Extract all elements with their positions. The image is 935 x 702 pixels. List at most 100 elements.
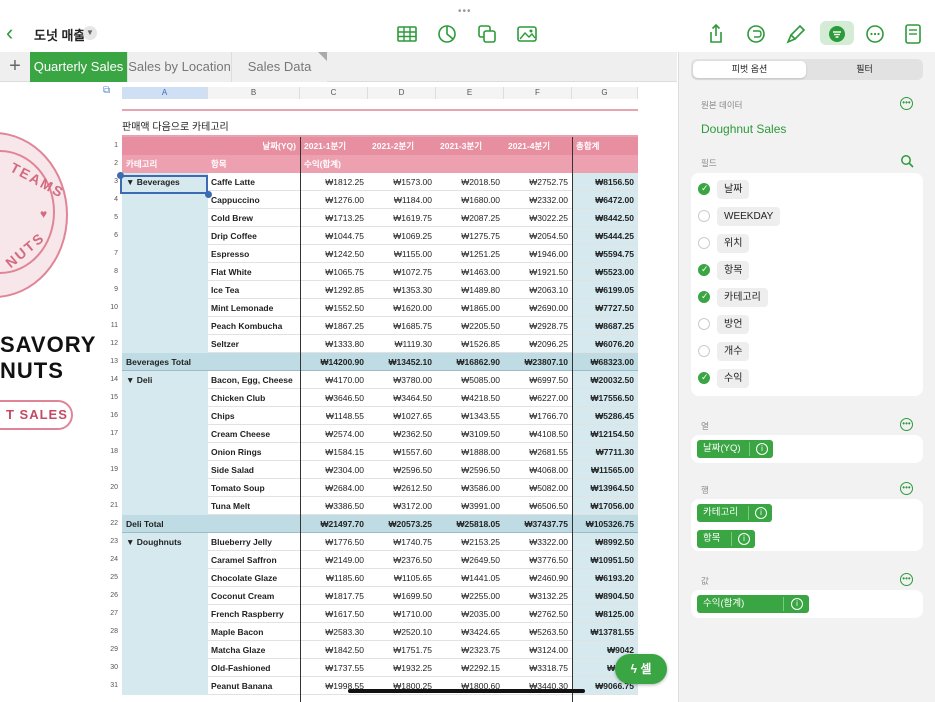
table-cell[interactable]: ₩1946.00 [504, 245, 572, 263]
selection-handle[interactable] [205, 191, 212, 198]
table-cell[interactable]: ₩4108.50 [504, 425, 572, 443]
table-cell[interactable]: ₩3172.00 [368, 497, 436, 515]
column-header-e[interactable]: E [436, 87, 504, 99]
table-cell[interactable]: Coconut Cream [208, 587, 300, 605]
table-cell[interactable]: Maple Bacon [208, 623, 300, 641]
table-cell[interactable] [122, 497, 208, 515]
table-cell[interactable]: ₩1148.55 [300, 407, 368, 425]
table-cell[interactable] [122, 587, 208, 605]
row-number[interactable]: 25 [110, 574, 118, 581]
table-cell[interactable] [122, 569, 208, 587]
selected-cell[interactable] [120, 175, 208, 194]
row-number[interactable]: 16 [110, 412, 118, 419]
header-cell-revenue-sum[interactable]: 수익(합계) [304, 159, 341, 169]
row-number[interactable]: 28 [110, 628, 118, 635]
table-cell[interactable]: ₩6227.00 [504, 389, 572, 407]
table-cell[interactable]: ₩6199.05 [572, 281, 638, 299]
info-icon[interactable]: i [738, 533, 750, 545]
table-cell[interactable]: Chicken Club [208, 389, 300, 407]
header-cell[interactable] [122, 137, 208, 155]
table-cell[interactable] [122, 605, 208, 623]
table-cell[interactable]: ₩2520.10 [368, 623, 436, 641]
table-cell[interactable]: ₩5263.50 [504, 623, 572, 641]
table-cell[interactable]: ₩1888.00 [436, 443, 504, 461]
table-cell[interactable]: ₩3424.65 [436, 623, 504, 641]
row-number[interactable]: 1 [114, 142, 118, 149]
table-cell[interactable]: Chips [208, 407, 300, 425]
table-cell[interactable] [122, 281, 208, 299]
checkbox[interactable] [698, 318, 710, 330]
shapes-icon[interactable] [476, 23, 498, 45]
table-cell[interactable]: ₩5082.00 [504, 479, 572, 497]
table-cell[interactable] [122, 407, 208, 425]
table-cell[interactable]: Peach Kombucha [208, 317, 300, 335]
field-item[interactable]: 위치 [691, 230, 923, 257]
table-cell[interactable]: ₩20032.50 [572, 371, 638, 389]
row-number[interactable]: 23 [110, 538, 118, 545]
column-field-pill[interactable]: 날짜(YQ) i [697, 440, 773, 458]
row-number[interactable]: 10 [110, 304, 118, 311]
table-cell[interactable]: ₩2762.50 [504, 605, 572, 623]
table-cell[interactable] [122, 227, 208, 245]
info-icon[interactable]: i [756, 443, 768, 455]
table-cell[interactable]: ₩2018.50 [436, 173, 504, 191]
row-number[interactable]: 14 [110, 376, 118, 383]
table-cell[interactable]: ₩1800.25 [368, 677, 436, 695]
table-cell[interactable]: Tomato Soup [208, 479, 300, 497]
table-cell[interactable]: ₩1685.75 [368, 317, 436, 335]
field-item[interactable]: 카테고리 [691, 284, 923, 311]
table-cell[interactable] [122, 677, 208, 695]
table-cell[interactable]: ₩2649.50 [436, 551, 504, 569]
header-cell-q3[interactable]: 2021-3분기 [440, 141, 483, 151]
table-cell[interactable] [208, 515, 300, 533]
table-cell[interactable]: ₩3318.75 [504, 659, 572, 677]
table-cell[interactable]: ₩1044.75 [300, 227, 368, 245]
media-icon[interactable] [516, 23, 538, 45]
row-number[interactable]: 26 [110, 592, 118, 599]
table-cell[interactable]: ₩5085.00 [436, 371, 504, 389]
search-icon[interactable] [900, 154, 914, 168]
table-cell[interactable]: Chocolate Glaze [208, 569, 300, 587]
table-cell[interactable]: ₩2460.90 [504, 569, 572, 587]
table-cell[interactable]: ₩1105.65 [368, 569, 436, 587]
table-cell[interactable]: ₩2292.15 [436, 659, 504, 677]
table-cell[interactable]: Side Salad [208, 461, 300, 479]
table-cell[interactable]: ₩2583.30 [300, 623, 368, 641]
header-cell-item[interactable]: 항목 [211, 159, 227, 169]
chevron-down-icon[interactable]: ▼ [83, 26, 97, 40]
field-item[interactable]: WEEKDAY [691, 203, 923, 230]
table-cell[interactable]: Flat White [208, 263, 300, 281]
row-number[interactable]: 30 [110, 664, 118, 671]
table-cell[interactable]: Cream Cheese [208, 425, 300, 443]
table-cell[interactable]: ₩3780.00 [368, 371, 436, 389]
table-cell[interactable]: ₩1800.60 [436, 677, 504, 695]
table-cell[interactable]: French Raspberry [208, 605, 300, 623]
table-cell[interactable]: ₩6193.20 [572, 569, 638, 587]
table-cell[interactable]: ₩20573.25 [368, 515, 436, 533]
source-data-name[interactable]: Doughnut Sales [701, 122, 787, 136]
checkbox[interactable] [698, 345, 710, 357]
table-cell[interactable]: Ice Tea [208, 281, 300, 299]
organize-icon[interactable] [826, 23, 848, 45]
table-cell[interactable]: Matcha Glaze [208, 641, 300, 659]
table-cell[interactable]: ₩1865.00 [436, 299, 504, 317]
table-cell[interactable]: ₩1333.80 [300, 335, 368, 353]
tab-sales-data[interactable]: Sales Data [231, 52, 327, 82]
checkbox[interactable] [698, 372, 710, 384]
table-cell[interactable]: ₩21497.70 [300, 515, 368, 533]
add-sheet-button[interactable]: + [9, 55, 21, 77]
table-cell[interactable]: Bacon, Egg, Cheese [208, 371, 300, 389]
table-cell[interactable]: ₩3022.25 [504, 209, 572, 227]
table-cell[interactable]: ₩1584.15 [300, 443, 368, 461]
column-header-c[interactable]: C [300, 87, 368, 99]
table-cell[interactable]: ₩3109.50 [436, 425, 504, 443]
table-cell[interactable]: ₩9042 [572, 641, 638, 659]
table-cell[interactable]: ₩1463.00 [436, 263, 504, 281]
row-number[interactable]: 9 [114, 286, 118, 293]
table-cell[interactable]: ₩1069.25 [368, 227, 436, 245]
table-cell[interactable]: ₩1027.65 [368, 407, 436, 425]
table-cell[interactable] [122, 443, 208, 461]
row-number[interactable]: 7 [114, 250, 118, 257]
table-cell[interactable]: ₩1526.85 [436, 335, 504, 353]
multitasking-dots-icon[interactable]: ••• [458, 6, 472, 17]
